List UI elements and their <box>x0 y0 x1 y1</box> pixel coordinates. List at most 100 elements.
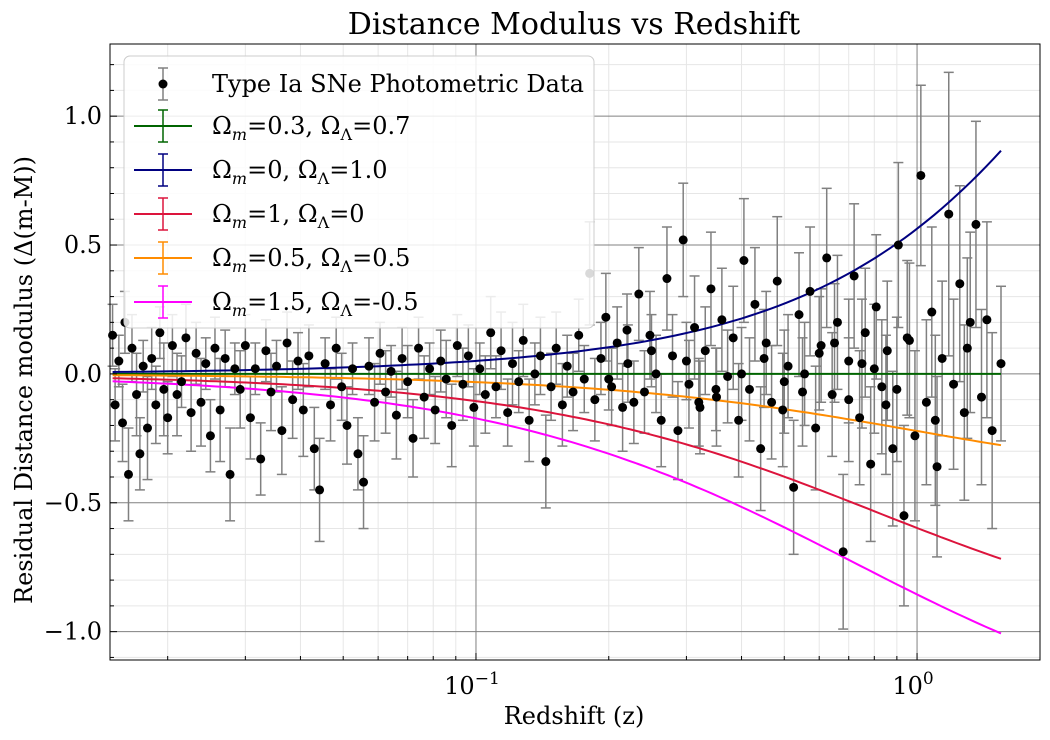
legend-label-part: Λ <box>340 301 353 320</box>
data-point <box>959 408 969 418</box>
legend-label-model: Ωm=0, ΩΛ=1.0 <box>212 156 387 188</box>
data-point <box>982 315 992 325</box>
data-point <box>114 356 124 366</box>
data-point <box>469 402 479 412</box>
data-point <box>977 392 987 402</box>
data-point <box>668 351 678 361</box>
data-point <box>711 384 721 394</box>
data-point <box>645 330 655 340</box>
legend-label-model: Ωm=0.5, ΩΛ=0.5 <box>212 244 410 276</box>
data-point <box>623 359 633 369</box>
data-point <box>108 330 118 340</box>
data-point <box>893 240 903 250</box>
data-point <box>574 330 584 340</box>
data-point <box>651 369 661 379</box>
data-point <box>822 253 832 263</box>
data-point <box>381 387 391 397</box>
data-point <box>646 346 656 356</box>
data-point <box>181 333 191 343</box>
data-point <box>353 449 363 459</box>
data-point <box>562 361 572 371</box>
data-point <box>971 219 981 229</box>
data-point <box>944 209 954 219</box>
data-point <box>266 387 276 397</box>
data-point <box>739 256 749 266</box>
data-point <box>110 400 120 410</box>
data-point <box>816 341 826 351</box>
legend-label-part: m <box>232 169 247 188</box>
data-point <box>518 335 528 345</box>
data-point <box>201 359 211 369</box>
data-point <box>475 364 485 374</box>
plot-frame <box>109 43 1041 661</box>
data-point <box>596 353 606 363</box>
data-point <box>250 364 260 374</box>
data-point <box>370 397 380 407</box>
data-point <box>210 343 220 353</box>
data-point <box>293 356 303 366</box>
data-point <box>962 343 972 353</box>
axes-frame <box>109 43 1041 661</box>
data-point <box>965 317 975 327</box>
data-point <box>656 415 666 425</box>
data-point <box>147 353 157 363</box>
data-point <box>142 423 152 433</box>
data-point <box>888 444 898 454</box>
data-point <box>800 369 810 379</box>
data-point <box>304 351 314 361</box>
data-point <box>794 310 804 320</box>
data-point <box>734 415 744 425</box>
data-point <box>315 485 325 495</box>
data-points <box>108 170 1006 557</box>
data-point <box>871 302 881 312</box>
data-point <box>514 377 524 387</box>
data-point <box>930 415 940 425</box>
data-point <box>118 418 128 428</box>
data-point <box>419 392 429 402</box>
data-point <box>706 284 716 294</box>
data-point <box>783 361 793 371</box>
data-point <box>927 307 937 317</box>
data-point <box>717 315 727 325</box>
data-point <box>955 279 965 289</box>
data-point <box>277 426 287 436</box>
data-point <box>778 405 788 415</box>
legend-label-part: m <box>232 257 247 276</box>
legend-label-part: Ω <box>212 156 232 184</box>
data-point <box>535 351 545 361</box>
legend-label-part: =0.7 <box>352 112 410 140</box>
legend-marker <box>158 79 168 89</box>
data-point <box>230 364 240 374</box>
data-point <box>700 346 710 356</box>
data-point <box>932 462 942 472</box>
data-point <box>225 469 235 479</box>
data-point <box>579 374 589 384</box>
data-point <box>673 426 683 436</box>
data-point <box>491 382 501 392</box>
data-point <box>480 390 490 400</box>
data-point <box>899 511 909 521</box>
data-point <box>408 433 418 443</box>
legend-label-part: Ω <box>212 288 232 316</box>
data-point <box>177 377 187 387</box>
data-point <box>151 400 161 410</box>
data-point <box>805 286 815 296</box>
legend-label-model: Ωm=1.5, ΩΛ=-0.5 <box>212 288 418 320</box>
data-point <box>634 289 644 299</box>
legend-label-part: =1, Ω <box>247 200 318 228</box>
data-point <box>458 379 468 389</box>
legend-label-part: m <box>232 301 247 320</box>
data-point <box>827 390 837 400</box>
data-point <box>132 390 142 400</box>
data-point <box>877 382 887 392</box>
data-point <box>135 449 145 459</box>
data-point <box>830 338 840 348</box>
legend-label-part: =0.3, Ω <box>247 112 340 140</box>
legend-label-part: =1.5, Ω <box>247 288 340 316</box>
data-point <box>172 390 182 400</box>
data-point <box>337 382 347 392</box>
data-point <box>604 374 614 384</box>
